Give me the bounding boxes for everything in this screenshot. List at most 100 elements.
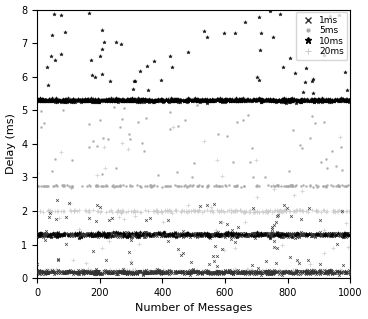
1ms (100, 234, 106, 239)
1ms (280, 231, 286, 236)
10ms (46, 98, 52, 103)
10ms (266, 99, 272, 104)
1ms (184, 232, 190, 237)
1ms (49, 269, 55, 274)
1ms (159, 271, 164, 277)
20ms (173, 208, 179, 213)
1ms (199, 271, 205, 276)
1ms (288, 232, 294, 237)
5ms (117, 183, 123, 188)
1ms (318, 269, 324, 274)
10ms (301, 98, 307, 103)
5ms (335, 182, 341, 188)
1ms (148, 270, 153, 275)
10ms (202, 98, 208, 103)
20ms (122, 269, 128, 274)
1ms (283, 232, 289, 237)
1ms (123, 269, 128, 274)
10ms (285, 97, 291, 102)
1ms (199, 234, 205, 239)
10ms (252, 97, 258, 102)
10ms (198, 232, 204, 237)
20ms (282, 208, 288, 213)
1ms (61, 270, 67, 275)
20ms (219, 269, 224, 274)
1ms (164, 271, 170, 276)
10ms (153, 98, 159, 103)
5ms (142, 183, 148, 188)
10ms (316, 98, 322, 103)
1ms (317, 217, 323, 222)
5ms (49, 168, 54, 173)
10ms (171, 234, 177, 239)
20ms (78, 268, 84, 273)
1ms (283, 269, 289, 274)
1ms (260, 232, 266, 237)
1ms (80, 269, 86, 274)
20ms (168, 208, 174, 213)
1ms (345, 270, 351, 275)
5ms (117, 124, 123, 130)
10ms (126, 231, 132, 236)
10ms (188, 97, 194, 102)
1ms (212, 233, 218, 238)
1ms (67, 233, 72, 238)
1ms (138, 233, 144, 238)
1ms (137, 269, 142, 274)
10ms (278, 99, 284, 104)
10ms (185, 98, 191, 103)
10ms (35, 98, 40, 103)
1ms (43, 231, 49, 236)
10ms (283, 100, 289, 105)
1ms (80, 233, 86, 238)
10ms (244, 97, 250, 102)
20ms (192, 268, 198, 273)
10ms (91, 98, 97, 103)
1ms (142, 232, 148, 237)
1ms (313, 232, 319, 237)
5ms (216, 183, 222, 189)
1ms (124, 270, 130, 275)
1ms (313, 271, 319, 277)
1ms (175, 270, 181, 275)
1ms (46, 214, 52, 219)
10ms (217, 98, 223, 103)
10ms (263, 98, 269, 103)
20ms (142, 270, 148, 275)
20ms (54, 209, 60, 214)
20ms (86, 208, 92, 213)
20ms (317, 267, 323, 272)
1ms (228, 231, 234, 236)
1ms (93, 230, 99, 235)
10ms (113, 96, 119, 101)
5ms (184, 184, 190, 189)
10ms (327, 13, 333, 19)
10ms (305, 97, 311, 102)
1ms (282, 231, 288, 236)
1ms (132, 230, 138, 235)
1ms (299, 232, 305, 237)
1ms (219, 247, 225, 252)
1ms (160, 269, 166, 274)
1ms (45, 270, 51, 275)
1ms (43, 233, 49, 238)
1ms (318, 270, 323, 275)
1ms (194, 269, 200, 274)
1ms (294, 269, 300, 274)
10ms (226, 97, 232, 102)
1ms (298, 233, 304, 238)
10ms (93, 99, 99, 104)
20ms (250, 268, 255, 273)
10ms (283, 98, 289, 103)
1ms (120, 269, 126, 274)
5ms (247, 160, 253, 165)
10ms (58, 99, 64, 104)
10ms (132, 230, 138, 235)
1ms (94, 269, 100, 274)
10ms (222, 97, 227, 102)
1ms (217, 219, 223, 225)
1ms (77, 231, 83, 236)
1ms (194, 234, 199, 239)
1ms (55, 268, 61, 273)
10ms (132, 96, 138, 101)
